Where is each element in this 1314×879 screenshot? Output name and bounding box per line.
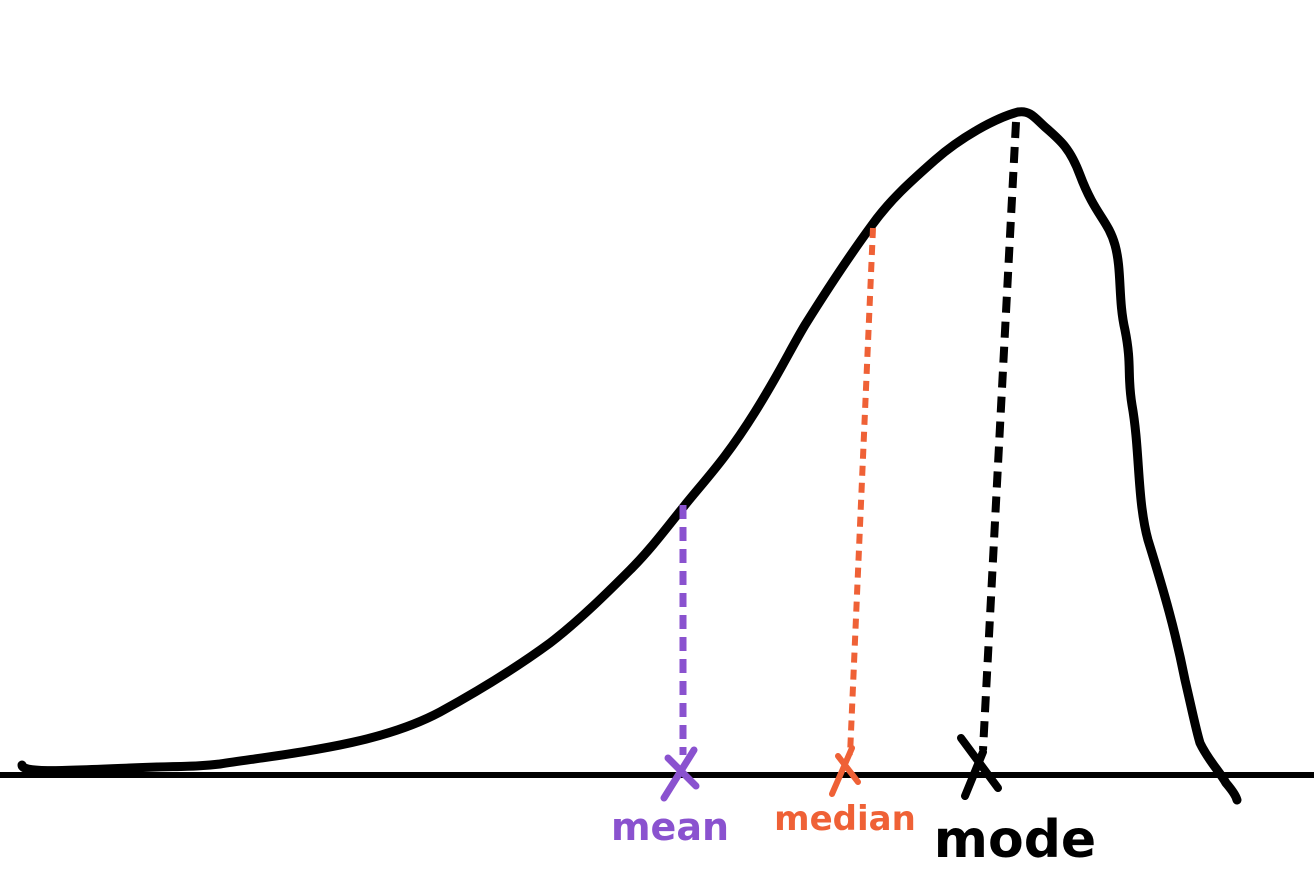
mean-x-mark [660, 746, 700, 802]
mode-x-mark [957, 734, 1002, 800]
median-dashed-line [847, 227, 876, 756]
median-label: median [774, 799, 916, 839]
mode-dashed-line [979, 121, 1020, 751]
mode-label: mode [934, 810, 1096, 870]
mean-label: mean [611, 805, 729, 849]
distribution-curve [17, 107, 1242, 805]
median-x-mark [829, 745, 861, 797]
